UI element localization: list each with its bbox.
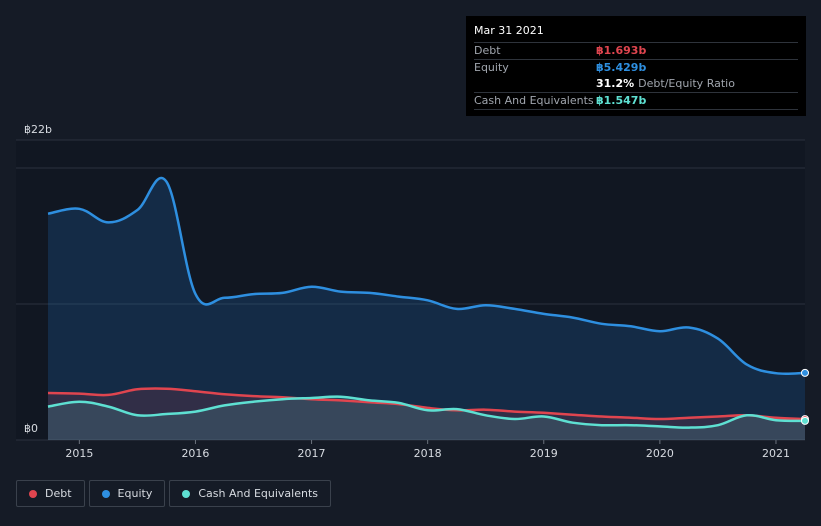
tooltip-date: Mar 31 2021 <box>474 24 544 37</box>
y-tick-label: ฿0 <box>24 422 38 435</box>
tooltip-cash-label: Cash And Equivalents <box>474 94 594 107</box>
legend-dot-equity <box>101 489 110 498</box>
tooltip-debt-row: Debt ฿1.693b <box>474 42 798 59</box>
legend-label-equity: Equity <box>117 487 153 500</box>
tooltip-equity-label: Equity <box>474 61 509 74</box>
end-markers <box>801 368 809 425</box>
legend-label-cash: Cash And Equivalents <box>198 487 318 500</box>
debt-area <box>48 388 805 440</box>
tooltip-cash-value: ฿1.547b <box>596 94 647 107</box>
cash-end-marker <box>801 416 809 425</box>
legend-item-equity[interactable]: Equity <box>88 480 166 507</box>
y-tick-label: ฿22b <box>24 123 52 136</box>
equity-area <box>48 177 805 440</box>
x-tick-label: 2015 <box>65 447 93 460</box>
x-tick-label: 2016 <box>181 447 209 460</box>
cash-area <box>48 396 805 440</box>
debt-line <box>47 387 806 421</box>
x-tick-label: 2020 <box>646 447 674 460</box>
legend-item-debt[interactable]: Debt <box>16 480 85 507</box>
tooltip-ratio-label: Debt/Equity Ratio <box>638 77 735 90</box>
tooltip-equity-value: ฿5.429b <box>596 61 647 74</box>
cash-line <box>47 395 806 429</box>
legend-item-cash[interactable]: Cash And Equivalents <box>169 480 331 507</box>
equity-end-marker <box>801 368 809 377</box>
x-tick-label: 2017 <box>298 447 326 460</box>
tooltip-ratio-value: 31.2% <box>596 77 635 90</box>
tooltip-ratio-row: 31.2% Debt/Equity Ratio <box>474 76 798 92</box>
plot-background <box>16 140 805 440</box>
tooltip-debt-value: ฿1.693b <box>596 44 647 57</box>
legend-dot-cash <box>182 489 191 498</box>
legend-label-debt: Debt <box>45 487 72 500</box>
equity-line <box>47 177 806 376</box>
tooltip-panel: Mar 31 2021 Debt ฿1.693b Equity ฿5.429b … <box>466 16 806 116</box>
x-tick-label: 2021 <box>762 447 790 460</box>
series-areas <box>48 177 805 440</box>
series-lines <box>47 177 806 429</box>
tooltip-debt-label: Debt <box>474 44 501 57</box>
legend: Debt Equity Cash And Equivalents <box>16 480 335 507</box>
tooltip-cash-row: Cash And Equivalents ฿1.547b <box>474 92 798 109</box>
x-tick-label: 2019 <box>530 447 558 460</box>
tooltip-equity-row: Equity ฿5.429b <box>474 59 798 76</box>
gridlines <box>16 139 805 441</box>
legend-dot-debt <box>29 489 37 498</box>
x-tick-label: 2018 <box>414 447 442 460</box>
axis-ticks: ฿22b ฿0 2015 2016 2017 2018 2019 2020 2021 <box>24 123 790 460</box>
